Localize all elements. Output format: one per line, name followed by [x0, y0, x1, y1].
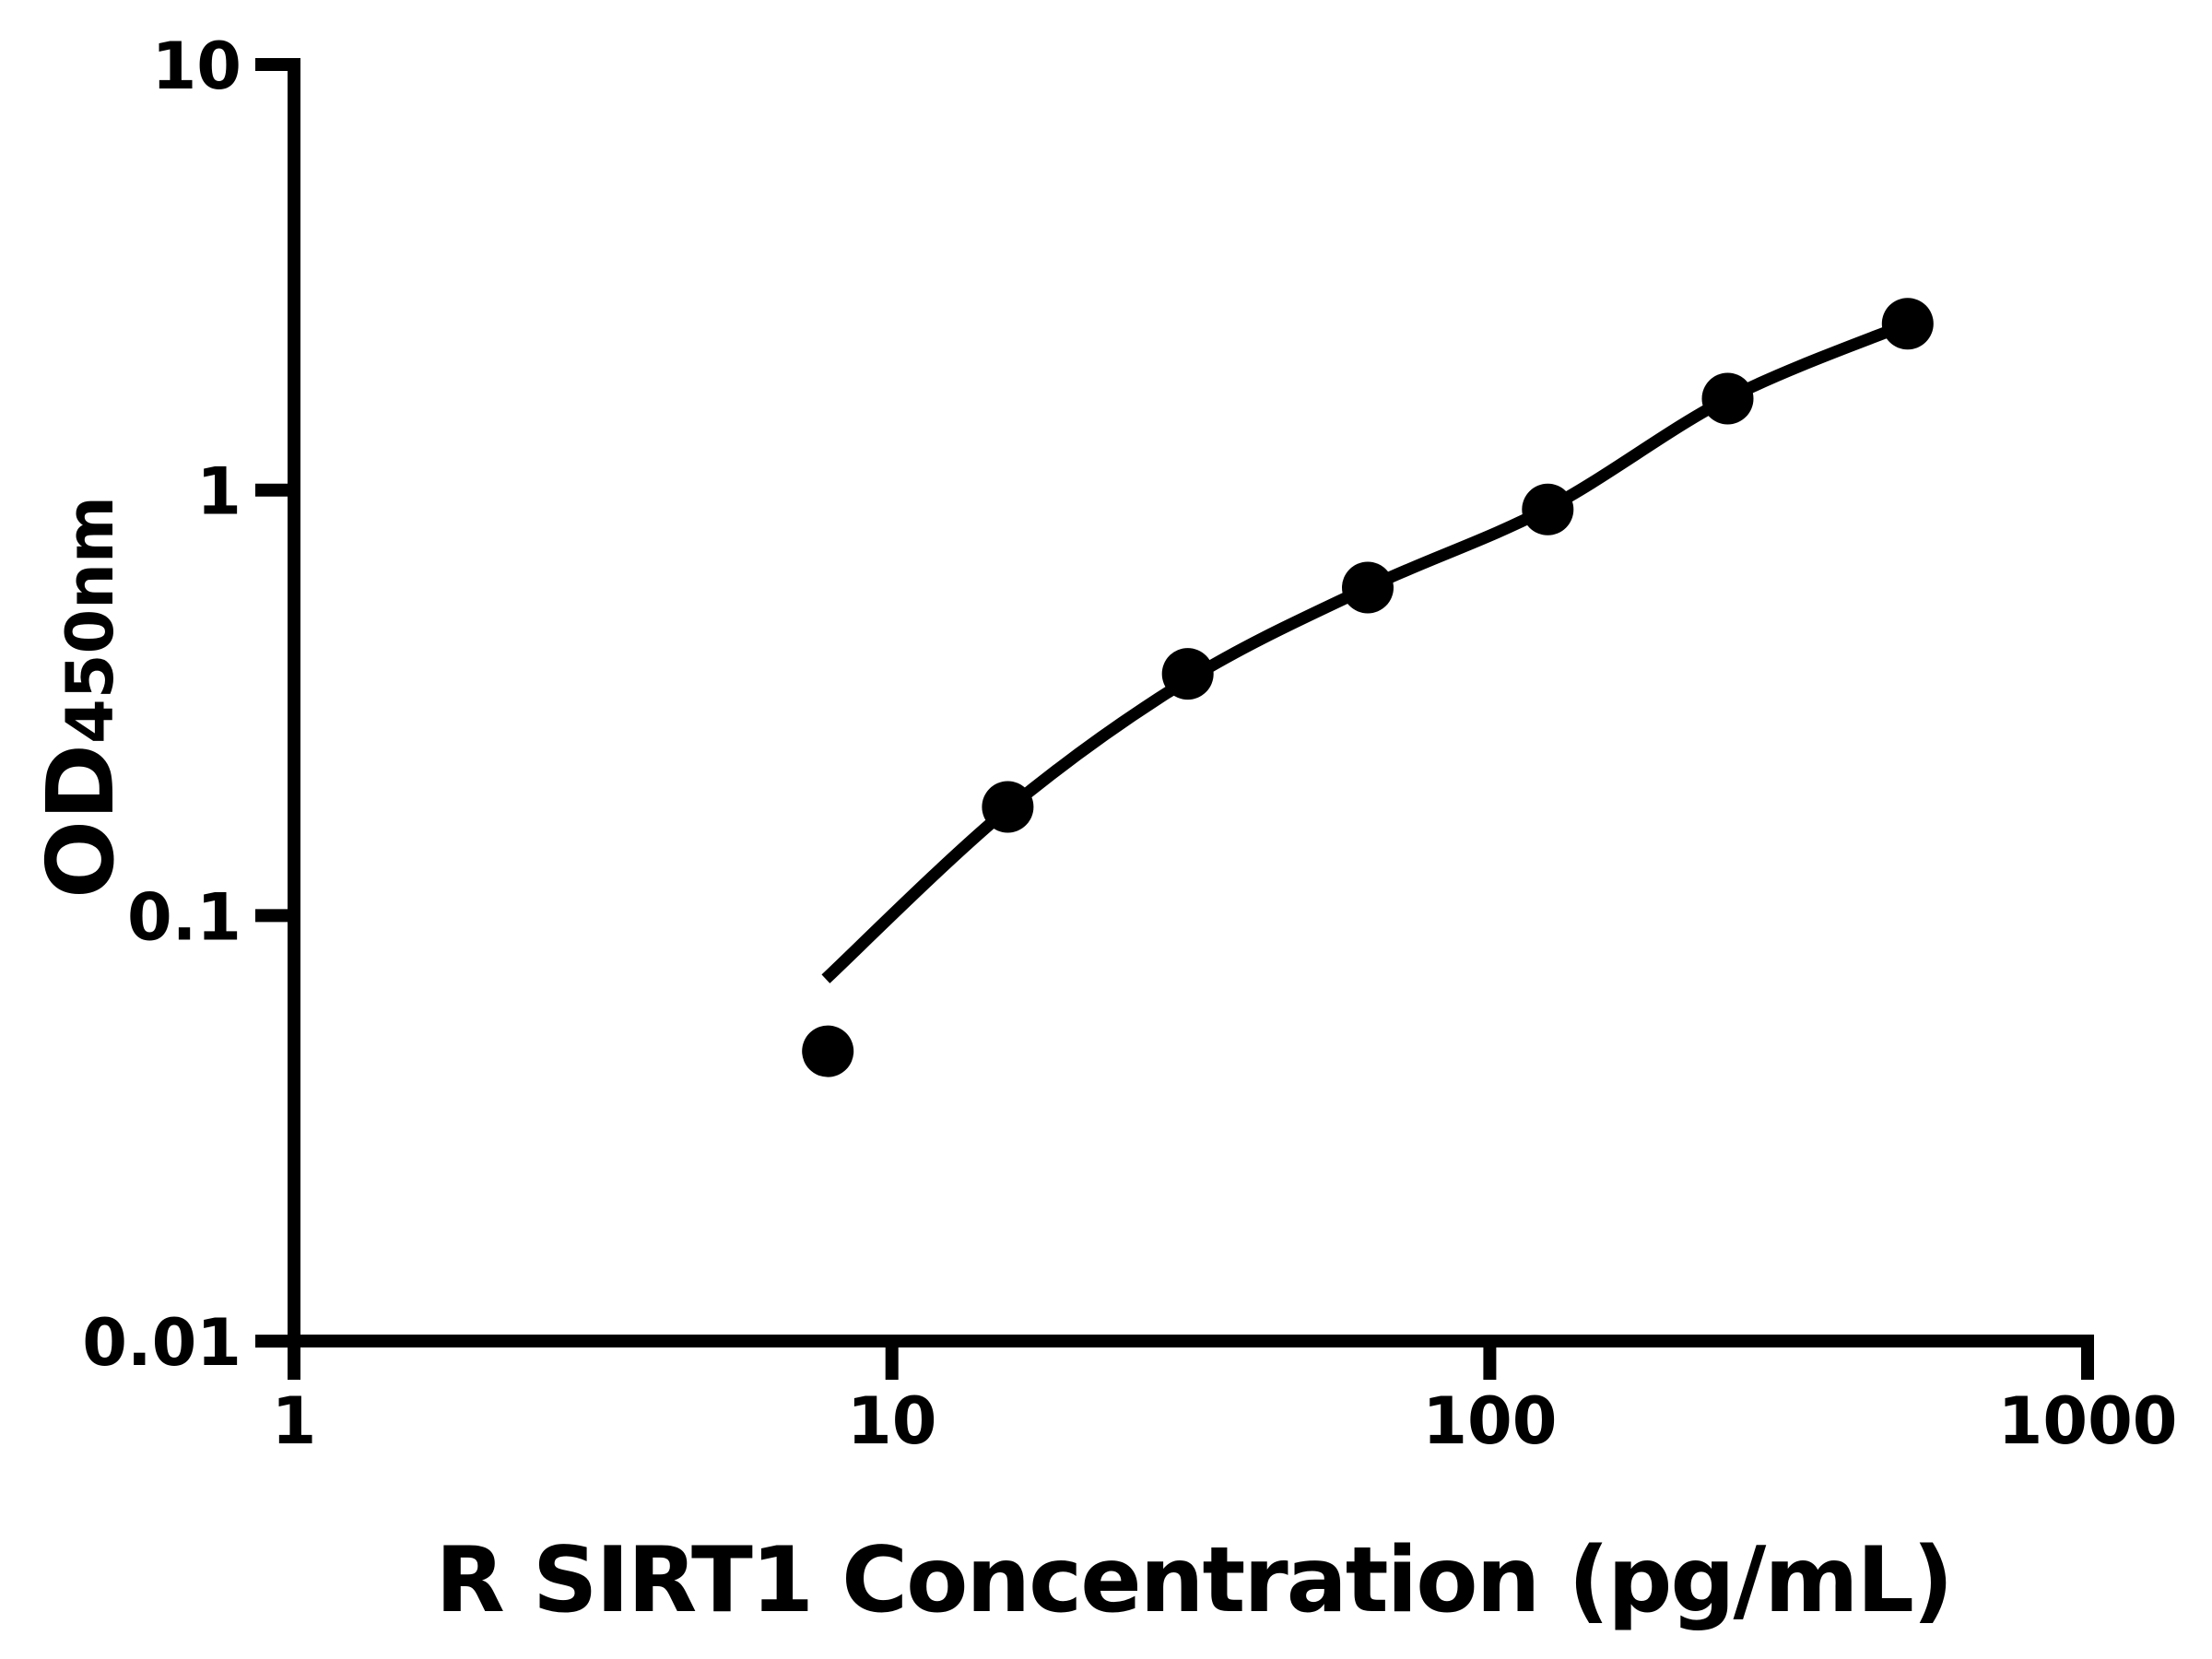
data-point	[1161, 648, 1214, 700]
y-axis-title: OD450nm	[27, 496, 135, 899]
axis-spine	[255, 58, 2094, 1380]
data-point	[982, 781, 1034, 833]
y-tick-label: 0.1	[127, 879, 241, 955]
x-tick-label: 100	[1422, 1383, 1557, 1459]
y-tick-label: 10	[152, 29, 241, 104]
data-point	[802, 1025, 854, 1077]
x-tick-label: 1000	[1998, 1383, 2178, 1459]
y-axis-title-subscript: 450nm	[53, 496, 128, 744]
x-axis-title: R SIRT1 Concentration (pg/mL)	[435, 1528, 1951, 1633]
data-point	[1342, 561, 1394, 614]
y-tick-label: 1	[196, 454, 241, 530]
data-point	[1881, 298, 1934, 350]
data-point	[1701, 372, 1754, 425]
data-series	[802, 298, 1934, 1077]
y-tick-label: 0.01	[82, 1305, 241, 1381]
data-point	[1522, 483, 1574, 535]
fit-curve	[821, 318, 1911, 983]
y-axis-title-base: OD	[27, 744, 135, 899]
axes: 10 1 0.1 0.01 1 10 100 1000	[82, 29, 2177, 1459]
x-tick-label: 10	[847, 1383, 936, 1459]
x-tick-label: 1	[272, 1383, 317, 1459]
